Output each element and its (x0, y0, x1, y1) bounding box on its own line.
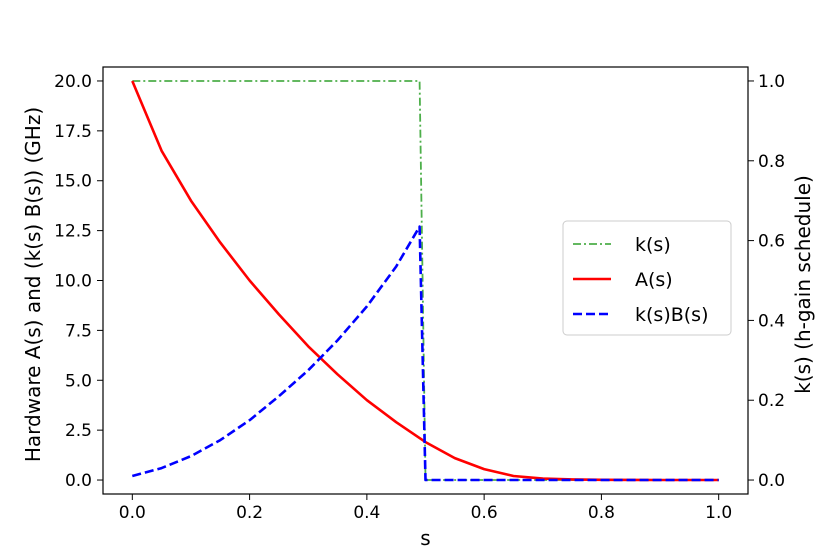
y-left-tick-label: 2.5 (65, 421, 92, 441)
y-left-tick-label: 10.0 (54, 272, 92, 292)
x-tick-label: 0.2 (236, 503, 263, 523)
y-axis-left-ticks: 0.0 2.5 5.0 7.5 10.0 12.5 15.0 17.5 20.0 (54, 72, 103, 491)
y-left-tick-label: 0.0 (65, 471, 92, 491)
y-axis-right-label: k(s) (h-gain schedule) (791, 175, 815, 394)
y-right-tick-label: 0.6 (758, 232, 785, 252)
x-axis-ticks: 0.0 0.2 0.4 0.6 0.8 1.0 (119, 494, 732, 523)
legend: k(s) A(s) k(s)B(s) (562, 220, 732, 336)
chart-marks (131, 80, 719, 482)
y-right-tick-label: 1.0 (758, 72, 785, 92)
legend-box (562, 220, 732, 336)
y-right-tick-label: 0.0 (758, 471, 785, 491)
y-left-tick-label: 17.5 (54, 122, 92, 142)
legend-label-2: k(s)B(s) (635, 304, 709, 326)
y-left-tick-label: 15.0 (54, 172, 92, 192)
y-right-tick-label: 0.8 (758, 152, 785, 172)
y-left-tick-label: 7.5 (65, 321, 92, 341)
legend-label-1: A(s) (635, 269, 673, 291)
series-line-1 (131, 80, 719, 482)
y-left-tick-label: 12.5 (54, 222, 92, 242)
legend-label-0: k(s) (635, 234, 671, 256)
y-axis-right-ticks: 0.0 0.2 0.4 0.6 0.8 1.0 (748, 72, 785, 491)
y-right-tick-label: 0.2 (758, 391, 785, 411)
y-axis-left-label: Hardware A(s) and (k(s) B(s)) (GHz) (21, 107, 45, 462)
x-axis-label: s (420, 526, 430, 550)
y-left-tick-label: 20.0 (54, 72, 92, 92)
y-right-tick-label: 0.4 (758, 311, 785, 331)
x-tick-label: 0.0 (119, 503, 146, 523)
x-tick-label: 0.6 (471, 503, 498, 523)
x-tick-label: 0.4 (353, 503, 380, 523)
series-line-2 (131, 225, 719, 482)
y-left-tick-label: 5.0 (65, 371, 92, 391)
x-tick-label: 0.8 (588, 503, 615, 523)
x-tick-label: 1.0 (705, 503, 732, 523)
